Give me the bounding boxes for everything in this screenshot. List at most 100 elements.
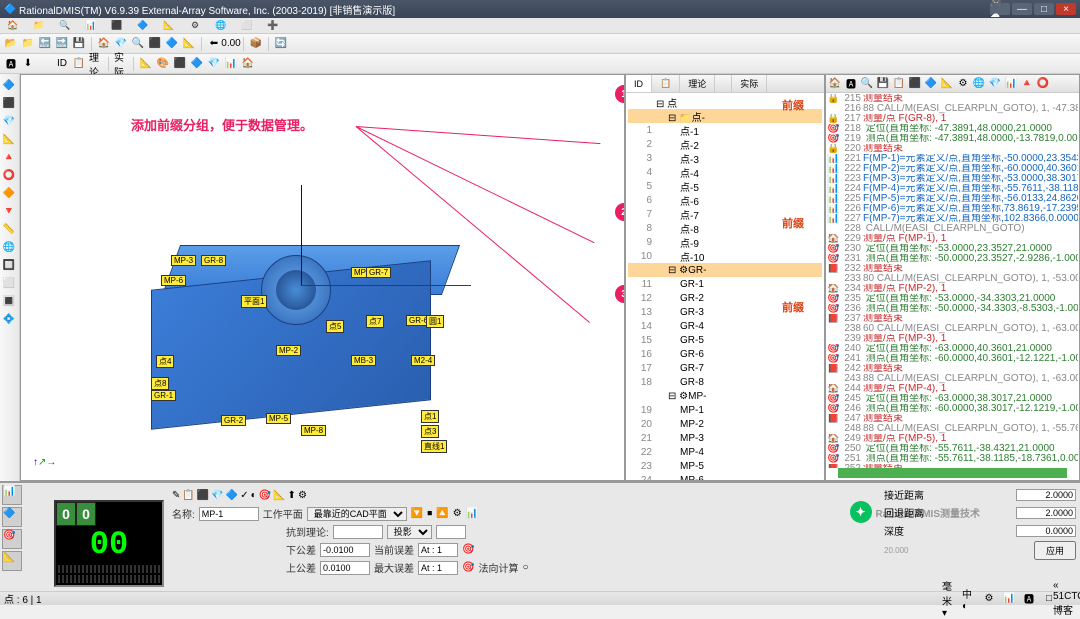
code-line[interactable]: 📊227F(MP-7)=元素定义/点,直角坐标,102.8366,0.0000,… xyxy=(827,214,1078,224)
toolbar-icon[interactable]: 📐 xyxy=(139,57,153,71)
tool-icon[interactable]: 🎯 xyxy=(2,529,22,549)
tree-row[interactable]: 16 GR-6 xyxy=(628,347,822,361)
status-item[interactable]: « 51CTO博客 xyxy=(1062,592,1076,606)
tree-row[interactable]: 20 MP-2 xyxy=(628,417,822,431)
menu-item[interactable]: ➕ xyxy=(266,19,280,33)
tree-tab[interactable]: 实际 xyxy=(732,75,767,92)
tree-row[interactable]: 22 MP-4 xyxy=(628,445,822,459)
tree-row[interactable]: 4 点-4 xyxy=(628,165,822,179)
code-toolbar-icon[interactable]: 📊 xyxy=(1004,77,1018,91)
tree-row[interactable]: 1 点-1 xyxy=(628,123,822,137)
plane-select[interactable]: 最靠近的CAD平面 xyxy=(307,507,407,521)
toolbar-icon[interactable]: 🔍 xyxy=(131,37,145,51)
toolbar-icon[interactable]: ⬇ xyxy=(21,57,35,71)
apply-button[interactable]: 应用 xyxy=(1034,541,1076,560)
status-item[interactable]: 📊 xyxy=(1002,592,1016,606)
toolbar-icon[interactable]: 📊 xyxy=(224,57,238,71)
code-toolbar-icon[interactable]: ⬛ xyxy=(908,77,922,91)
toolbar-icon[interactable]: ⬅ xyxy=(207,37,221,51)
code-line[interactable]: 📊225F(MP-5)=元素定义/点,直角坐标,-56.0133,24.8626… xyxy=(827,194,1078,204)
menu-item[interactable]: 📊 xyxy=(84,19,98,33)
left-tool-icon[interactable]: 🌐 xyxy=(2,240,16,254)
code-line[interactable]: 📕247测量结束 xyxy=(827,414,1078,424)
menu-item[interactable]: 📁 xyxy=(32,19,46,33)
left-tool-icon[interactable]: 🔳 xyxy=(2,294,16,308)
code-toolbar-icon[interactable]: 🏠 xyxy=(828,77,842,91)
tree-row[interactable]: 2 点-2 xyxy=(628,137,822,151)
proj-select[interactable]: 投影 xyxy=(387,525,432,539)
tool-icon[interactable]: 📐 xyxy=(2,551,22,571)
toolbar-icon[interactable]: 💎 xyxy=(207,57,221,71)
tree-row[interactable]: 6 点-6 xyxy=(628,193,822,207)
code-toolbar-icon[interactable]: 💎 xyxy=(988,77,1002,91)
code-line[interactable]: 🎯250 定位(直角坐标: -55.7611,-38.4321,21.0000 xyxy=(827,444,1078,454)
code-line[interactable]: 📊226F(MP-6)=元素定义/点,直角坐标,73.8619,-17.2395… xyxy=(827,204,1078,214)
toolbar-icon[interactable]: 💾 xyxy=(72,37,86,51)
code-line[interactable]: 🔒220测量结束 xyxy=(827,144,1078,154)
code-line[interactable]: 228 CALL/M(EASI_CLEARPLN_GOTO) xyxy=(827,224,1078,234)
code-line[interactable]: 📊223F(MP-3)=元素定义/点,直角坐标,-53.0000,38.3017… xyxy=(827,174,1078,184)
toolbar-icon[interactable]: 📁 xyxy=(21,37,35,51)
toolbar-icon[interactable]: 🔄 xyxy=(274,37,288,51)
toolbar-icon[interactable]: 📐 xyxy=(182,37,196,51)
toolbar-icon[interactable]: 🏠 xyxy=(241,57,255,71)
code-line[interactable]: 23380 CALL/M(EASI_CLEARPLN_GOTO), 1, -53… xyxy=(827,274,1078,284)
left-tool-icon[interactable]: 💎 xyxy=(2,114,16,128)
code-line[interactable]: 📊222F(MP-2)=元素定义/点,直角坐标,-60.0000,40.3601… xyxy=(827,164,1078,174)
code-toolbar-icon[interactable]: 🌐 xyxy=(972,77,986,91)
code-line[interactable]: 23860 CALL/M(EASI_CLEARPLN_GOTO), 1, -63… xyxy=(827,324,1078,334)
left-tool-icon[interactable]: ⭕ xyxy=(2,168,16,182)
code-line[interactable]: 🎯251 测点(直角坐标: -55.7611,-38.1185,-18.7361… xyxy=(827,454,1078,464)
code-line[interactable]: 🎯230 定位(直角坐标: -53.0000,23.3527,21.0000 xyxy=(827,244,1078,254)
toolbar-icon[interactable]: 🔜 xyxy=(55,37,69,51)
code-line[interactable]: 🎯245 定位(直角坐标: -63.0000,38.3017,21.0000 xyxy=(827,394,1078,404)
code-line[interactable]: 📕242测量结束 xyxy=(827,364,1078,374)
toolbar-icon[interactable]: 0.00 xyxy=(224,37,238,51)
left-tool-icon[interactable]: 📏 xyxy=(2,222,16,236)
tree-row[interactable]: ⊟ ⚙MP- xyxy=(628,389,822,403)
code-line[interactable]: 🎯231 测点(直角坐标: -50.0000,23.3527,-2.9286,-… xyxy=(827,254,1078,264)
code-line[interactable]: 24888 CALL/M(EASI_CLEARPLN_GOTO), 1, -55… xyxy=(827,424,1078,434)
left-tool-icon[interactable]: ⬛ xyxy=(2,96,16,110)
code-line[interactable]: 🎯246 测点(直角坐标: -60.0000,38.3017,-12.1219,… xyxy=(827,404,1078,414)
toolbar-icon[interactable]: 🎨 xyxy=(156,57,170,71)
code-line[interactable]: 🎯240 定位(直角坐标: -63.0000,40.3601,21.0000 xyxy=(827,344,1078,354)
code-toolbar-icon[interactable]: ⭕ xyxy=(1036,77,1050,91)
tree-row[interactable]: 24 MP-6 xyxy=(628,473,822,480)
code-line[interactable]: 🏠234测量/点 F(MP-2), 1 xyxy=(827,284,1078,294)
tree-body[interactable]: 前缀 前缀 前缀 ⊟ 点⊟ 📁点-1 点-12 点-23 点-34 点-45 点… xyxy=(626,93,824,480)
code-toolbar-icon[interactable]: 🔺 xyxy=(1020,77,1034,91)
code-line[interactable]: 🏠244测量/点 F(MP-4), 1 xyxy=(827,384,1078,394)
tree-tab[interactable] xyxy=(715,75,732,92)
code-body[interactable]: 🔒215测量结束21688 CALL/M(EASI_CLEARPLN_GOTO)… xyxy=(826,93,1079,468)
code-toolbar-icon[interactable]: ⚙ xyxy=(956,77,970,91)
left-tool-icon[interactable]: 🔻 xyxy=(2,204,16,218)
code-toolbar-icon[interactable]: 📋 xyxy=(892,77,906,91)
tool-icon[interactable]: 🔷 xyxy=(2,507,22,527)
tree-row[interactable]: 18 GR-8 xyxy=(628,375,822,389)
tree-tab[interactable]: 📋 xyxy=(652,75,680,92)
upper-dev-input[interactable] xyxy=(320,561,370,575)
code-line[interactable]: 239测量/点 F(MP-3), 1 xyxy=(827,334,1078,344)
tree-row[interactable]: 3 点-3 xyxy=(628,151,822,165)
code-toolbar-icon[interactable]: 🔍 xyxy=(860,77,874,91)
approach-input[interactable] xyxy=(1016,489,1076,501)
extra-icon[interactable]: 🎮☁ xyxy=(990,3,1010,15)
code-line[interactable]: 📊224F(MP-4)=元素定义/点,直角坐标,-55.7611,-38.118… xyxy=(827,184,1078,194)
status-item[interactable]: □ xyxy=(1042,592,1056,606)
tree-tab[interactable]: ID xyxy=(626,75,652,92)
toolbar-icon[interactable]: 🔙 xyxy=(38,37,52,51)
code-line[interactable]: 24388 CALL/M(EASI_CLEARPLN_GOTO), 1, -63… xyxy=(827,374,1078,384)
menu-item[interactable]: 📐 xyxy=(162,19,176,33)
tree-row[interactable]: 15 GR-5 xyxy=(628,333,822,347)
depth-input[interactable] xyxy=(1016,525,1076,537)
code-line[interactable]: 🎯241 测点(直角坐标: -60.0000,40.3601,-12.1221,… xyxy=(827,354,1078,364)
close-button[interactable]: × xyxy=(1056,3,1076,15)
toolbar-icon[interactable] xyxy=(38,57,52,71)
toolbar-icon[interactable]: 🅰 xyxy=(4,57,18,71)
tree-row[interactable]: 17 GR-7 xyxy=(628,361,822,375)
code-line[interactable]: 21688 CALL/M(EASI_CLEARPLN_GOTO), 1, -47… xyxy=(827,104,1078,114)
left-tool-icon[interactable]: 📐 xyxy=(2,132,16,146)
left-tool-icon[interactable]: 🔶 xyxy=(2,186,16,200)
status-item[interactable]: ⚙ xyxy=(982,592,996,606)
